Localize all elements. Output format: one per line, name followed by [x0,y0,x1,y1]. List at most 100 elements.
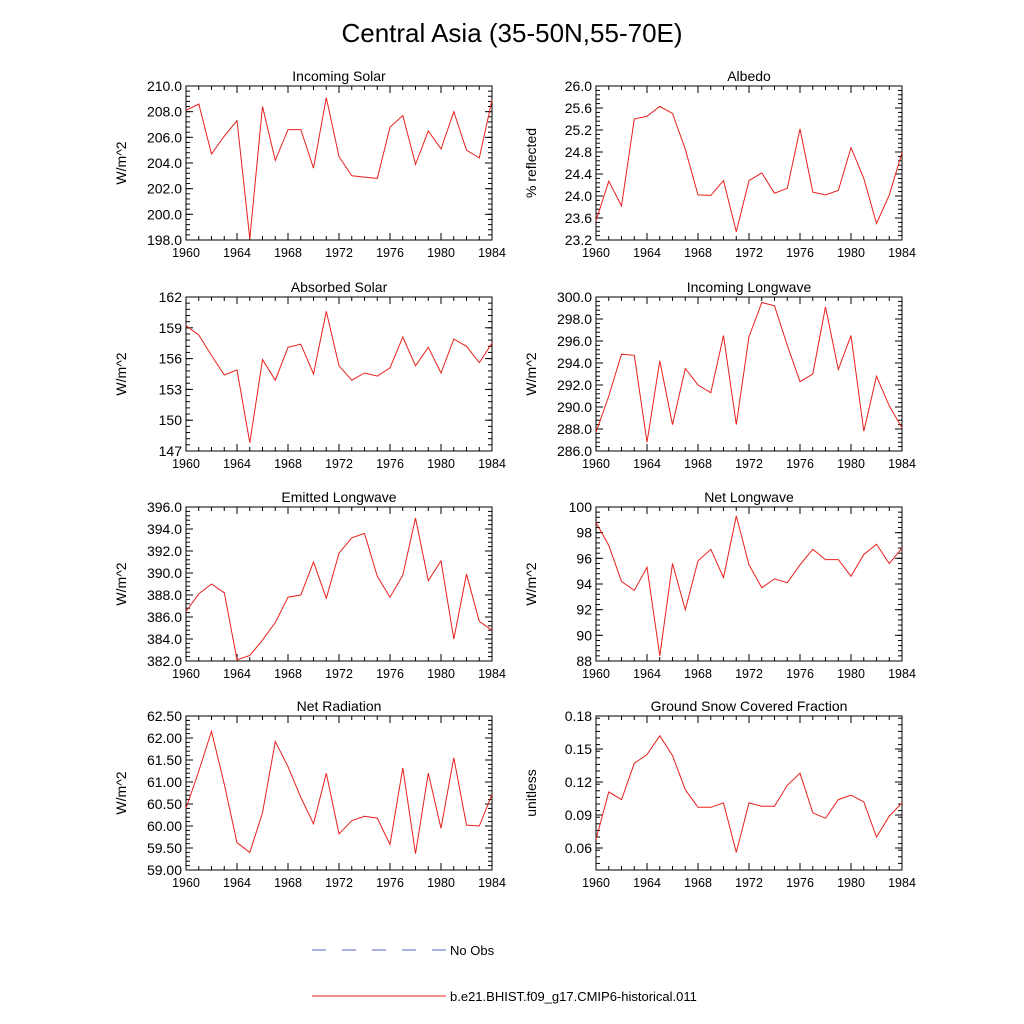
chart-absorbed-solar-title: Absorbed Solar [291,279,388,295]
chart-albedo-ylabel: % reflected [523,128,539,198]
legend-model-label: b.e21.BHIST.f09_g17.CMIP6-historical.011 [450,989,697,1004]
chart-absorbed-solar-xtick-label: 1968 [274,457,302,471]
chart-absorbed-solar-xtick-label: 1960 [172,457,200,471]
chart-ground-snow-covered-fraction-title: Ground Snow Covered Fraction [651,698,848,714]
chart-albedo-xtick-label: 1984 [888,246,916,260]
legend-obs-label: No Obs [450,943,495,958]
chart-net-radiation-ytick-label: 61.00 [147,774,182,790]
chart-net-longwave-xtick-label: 1984 [888,667,916,681]
chart-emitted-longwave-xtick-label: 1972 [325,667,353,681]
chart-albedo-series-line [595,105,903,232]
chart-net-radiation-ytick-label: 60.00 [147,818,182,834]
chart-incoming-solar-ytick-label: 208.0 [147,104,182,120]
chart-ground-snow-covered-fraction-ytick-label: 0.06 [565,840,592,856]
chart-ground-snow-covered-fraction-ytick-label: 0.15 [565,741,592,757]
chart-net-longwave-xtick-label: 1968 [684,667,712,681]
chart-incoming-longwave-xtick-label: 1972 [735,457,763,471]
chart-net-longwave-xtick-label: 1960 [582,667,610,681]
chart-net-longwave-series-line [595,515,903,656]
chart-emitted-longwave-xtick-label: 1968 [274,667,302,681]
chart-absorbed-solar-ytick-label: 147 [159,443,183,459]
chart-incoming-longwave-title: Incoming Longwave [687,279,812,295]
chart-albedo-ytick-label: 26.0 [565,78,592,94]
chart-incoming-solar-xtick-label: 1984 [478,246,506,260]
chart-net-radiation-xtick-label: 1980 [427,876,455,890]
chart-incoming-longwave-ytick-label: 298.0 [557,311,592,327]
chart-incoming-longwave-ytick-label: 290.0 [557,399,592,415]
chart-absorbed-solar-ytick-label: 156 [159,351,183,367]
chart-net-longwave-ytick-label: 100 [569,499,593,515]
chart-incoming-solar-xtick-label: 1968 [274,246,302,260]
chart-incoming-longwave-ytick-label: 286.0 [557,443,592,459]
chart-net-longwave-ytick-label: 94 [576,576,592,592]
chart-ground-snow-covered-fraction-frame [595,715,903,871]
chart-incoming-solar-ytick-label: 204.0 [147,155,182,171]
chart-net-longwave-xtick-label: 1980 [837,667,865,681]
chart-net-longwave-title: Net Longwave [704,489,794,505]
chart-emitted-longwave-xtick-label: 1980 [427,667,455,681]
chart-incoming-solar-xtick-label: 1980 [427,246,455,260]
chart-net-longwave: Net Longwave W/m^2 1960 1964 1968 1972 1976 198… [523,489,916,681]
chart-incoming-solar-ytick-label: 206.0 [147,129,182,145]
chart-incoming-longwave-ylabel: W/m^2 [523,352,539,395]
chart-absorbed-solar-ytick-label: 153 [159,381,183,397]
chart-net-radiation-ytick-label: 59.50 [147,840,182,856]
chart-emitted-longwave-ytick-label: 388.0 [147,587,182,603]
chart-net-radiation-xtick-label: 1968 [274,876,302,890]
chart-net-radiation: Net Radiation W/m^2 1960 1964 1968 1972 1976 19… [113,698,506,890]
chart-incoming-longwave-ytick-label: 288.0 [557,421,592,437]
chart-emitted-longwave-xtick-label: 1984 [478,667,506,681]
chart-albedo-xtick-label: 1980 [837,246,865,260]
chart-net-longwave-ylabel: W/m^2 [523,562,539,605]
chart-ground-snow-covered-fraction-ylabel: unitless [523,769,539,816]
chart-ground-snow-covered-fraction-xtick-label: 1968 [684,876,712,890]
chart-albedo-ytick-label: 25.6 [565,100,592,116]
chart-emitted-longwave-ytick-label: 382.0 [147,653,182,669]
chart-incoming-solar-series-line [185,97,493,239]
chart-net-radiation-frame [185,715,493,871]
chart-net-longwave-frame [595,506,903,662]
chart-incoming-longwave-xtick-label: 1976 [786,457,814,471]
chart-ground-snow-covered-fraction-xtick-label: 1960 [582,876,610,890]
chart-incoming-longwave-xtick-label: 1964 [633,457,661,471]
chart-incoming-longwave: Incoming Longwave W/m^2 1960 1964 1968 1972 19… [523,279,916,471]
chart-emitted-longwave-ylabel: W/m^2 [113,562,129,605]
chart-emitted-longwave-title: Emitted Longwave [281,489,396,505]
chart-albedo-ytick-label: 23.6 [565,210,592,226]
chart-absorbed-solar-xtick-label: 1980 [427,457,455,471]
chart-net-radiation-ytick-label: 61.50 [147,752,182,768]
chart-ground-snow-covered-fraction-xtick-label: 1972 [735,876,763,890]
chart-absorbed-solar: Absorbed Solar W/m^2 1960 1964 1968 1972 1976 1… [113,279,506,471]
chart-net-radiation-xtick-label: 1976 [376,876,404,890]
figure-title: Central Asia (35-50N,55-70E) [341,18,682,48]
chart-absorbed-solar-xtick-label: 1964 [223,457,251,471]
chart-albedo-ytick-label: 24.0 [565,188,592,204]
chart-net-radiation-title: Net Radiation [297,698,382,714]
chart-net-radiation-series-line [185,729,493,854]
chart-net-radiation-xtick-label: 1964 [223,876,251,890]
chart-albedo-ytick-label: 23.2 [565,232,592,248]
chart-emitted-longwave-ytick-label: 386.0 [147,609,182,625]
chart-ground-snow-covered-fraction-xtick-label: 1980 [837,876,865,890]
chart-net-radiation-xtick-label: 1984 [478,876,506,890]
chart-net-longwave-xtick-label: 1972 [735,667,763,681]
chart-incoming-solar-ytick-label: 210.0 [147,78,182,94]
chart-net-radiation-xtick-label: 1960 [172,876,200,890]
chart-albedo-xtick-label: 1976 [786,246,814,260]
chart-emitted-longwave-ytick-label: 384.0 [147,631,182,647]
legend: No Obs b.e21.BHIST.f09_g17.CMIP6-histori… [312,943,697,1004]
chart-incoming-longwave-xtick-label: 1984 [888,457,916,471]
chart-emitted-longwave: Emitted Longwave W/m^2 1960 1964 1968 1972 197… [113,489,506,681]
chart-net-longwave-ytick-label: 90 [576,627,592,643]
chart-net-radiation-xtick-label: 1972 [325,876,353,890]
chart-net-radiation-ytick-label: 62.50 [147,708,182,724]
chart-absorbed-solar-ylabel: W/m^2 [113,352,129,395]
chart-absorbed-solar-ytick-label: 150 [159,412,183,428]
chart-absorbed-solar-series-line [185,311,493,443]
chart-albedo: Albedo % reflected 1960 1964 1968 1972 1976 198… [523,68,916,260]
chart-ground-snow-covered-fraction-ytick-label: 0.18 [565,708,592,724]
chart-absorbed-solar-ytick-label: 162 [159,289,183,305]
chart-net-radiation-ytick-label: 62.00 [147,730,182,746]
chart-albedo-ytick-label: 25.2 [565,122,592,138]
chart-ground-snow-covered-fraction-xtick-label: 1964 [633,876,661,890]
